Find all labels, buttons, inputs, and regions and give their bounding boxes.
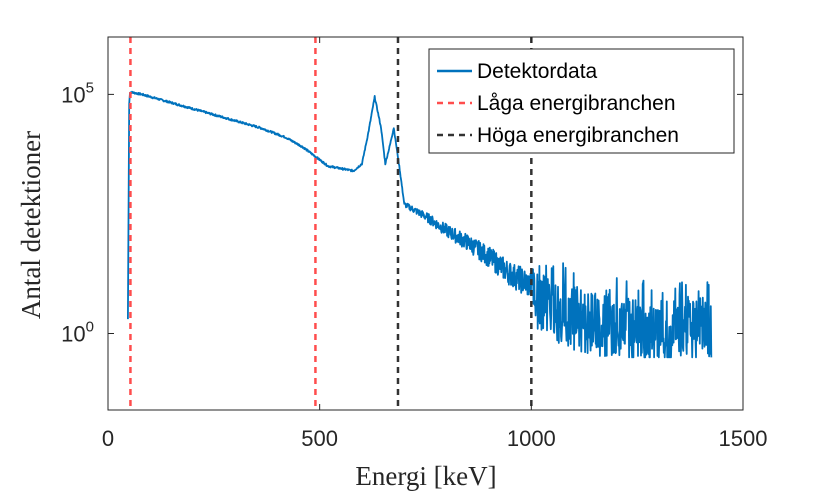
series-line-detektordata	[127, 90, 713, 359]
x-tick-label-0: 0	[102, 426, 114, 451]
legend-label-0: Detektordata	[477, 60, 598, 83]
x-tick-label-2: 1000	[507, 426, 556, 451]
legend-box	[428, 48, 735, 154]
y-tick-label-0: 100	[61, 318, 94, 346]
axes-frame	[107, 36, 744, 411]
x-tick-label-1: 500	[301, 426, 338, 451]
x-axis-label: Energi [keV]	[355, 461, 496, 491]
y-tick-label-1: 105	[61, 79, 94, 107]
legend-label-2: Höga energibranchen	[477, 124, 679, 147]
y-axis-label: Antal detektioner	[16, 131, 46, 319]
legend: Detektordata Låga energibranchen Höga ener…	[428, 48, 735, 154]
legend-label-1: Låga energibranchen	[477, 92, 676, 115]
x-tick-label-3: 1500	[719, 426, 768, 451]
